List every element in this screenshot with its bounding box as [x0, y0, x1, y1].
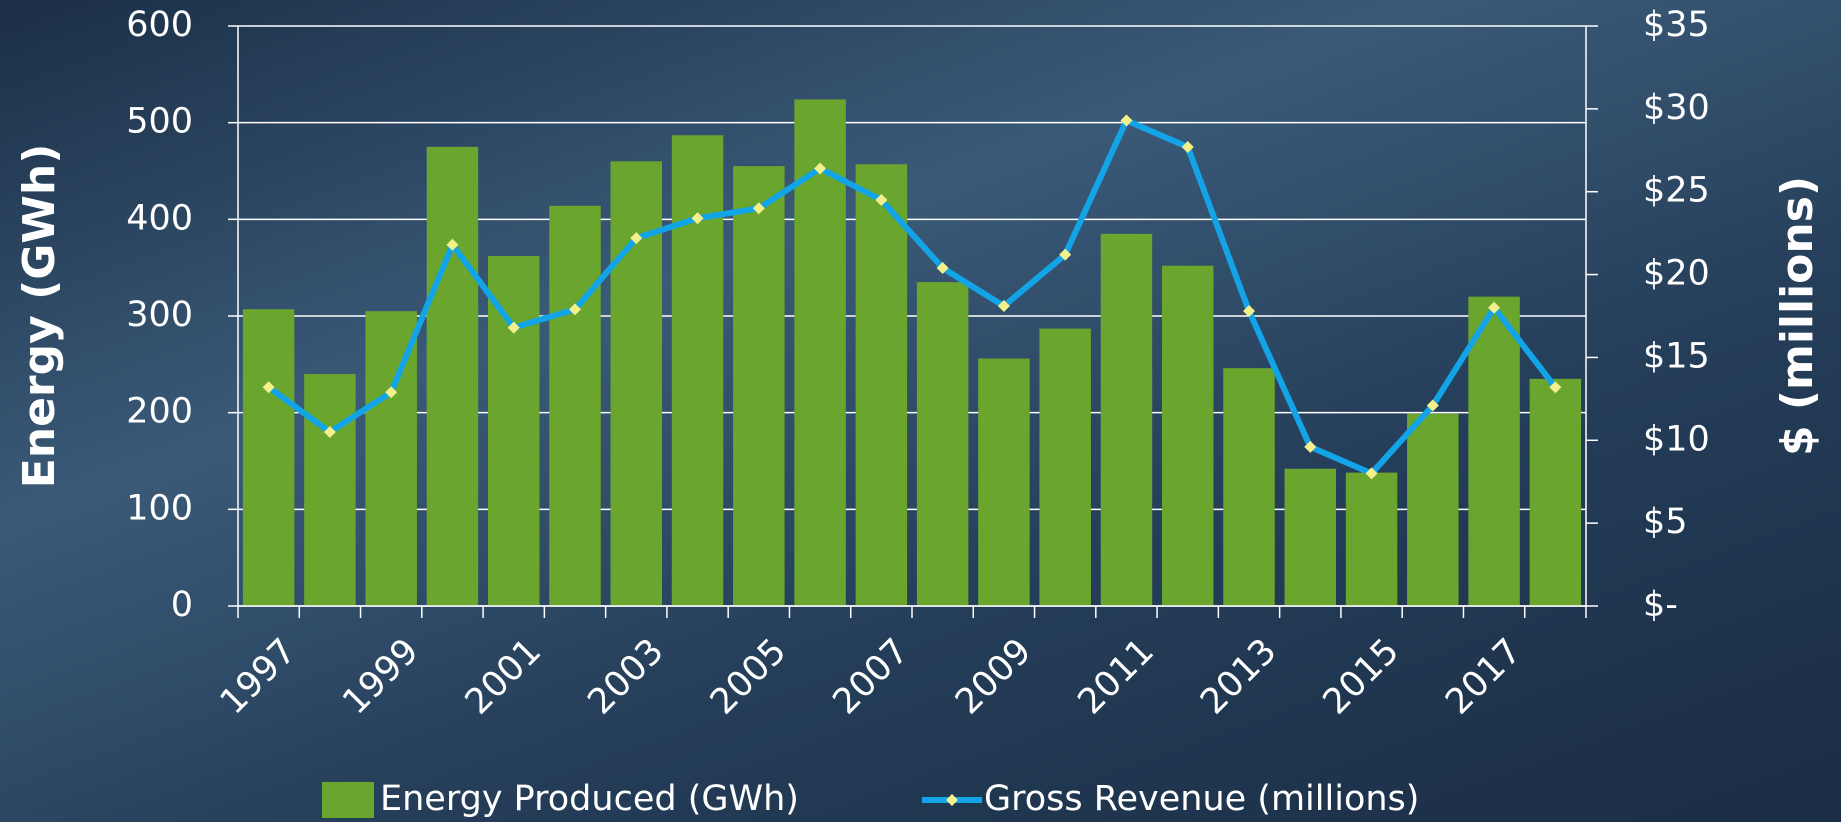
bar — [1039, 328, 1091, 606]
bar — [426, 146, 479, 607]
y2-tick-label: $10 — [1643, 419, 1710, 459]
y2-tick-label: $30 — [1643, 88, 1710, 128]
x-tick-label: 2015 — [1316, 631, 1407, 722]
bar — [855, 164, 908, 606]
bar — [304, 374, 356, 606]
marker — [1181, 140, 1194, 153]
y2-tick-label: $25 — [1643, 171, 1710, 211]
marker — [569, 303, 581, 316]
marker — [752, 202, 765, 215]
line — [266, 117, 1558, 477]
bar — [1223, 368, 1275, 606]
y-tick-label: 600 — [126, 5, 193, 45]
bar — [610, 161, 663, 607]
x-tick-label: 2013 — [1193, 631, 1284, 722]
x-tick-label: 1997 — [213, 631, 304, 722]
bar — [1100, 233, 1153, 607]
bar — [1407, 413, 1459, 606]
bar — [242, 309, 295, 606]
marker — [446, 238, 459, 251]
marker — [1304, 440, 1317, 453]
y2-tick-label: $15 — [1643, 336, 1710, 376]
bar — [1529, 378, 1582, 606]
bar — [1468, 296, 1520, 606]
legend-label: Gross Revenue (millions) — [984, 779, 1419, 819]
bar — [671, 135, 724, 606]
x-tick-label: 2003 — [580, 631, 671, 722]
y2-tick-label: $- — [1643, 585, 1678, 625]
marker — [385, 386, 398, 399]
y2-tick-label: $20 — [1643, 254, 1710, 294]
y-tick-label: 500 — [126, 102, 193, 142]
marker — [1549, 381, 1562, 394]
marker — [323, 426, 336, 438]
y-tick-label: 300 — [126, 295, 193, 335]
bar — [916, 282, 969, 606]
bar — [365, 311, 417, 606]
bar — [1161, 265, 1214, 606]
x-tick-label: 2011 — [1071, 631, 1162, 722]
marker — [1059, 248, 1072, 261]
y-tick-label: 100 — [126, 488, 193, 528]
marker — [630, 232, 643, 245]
marker — [1243, 305, 1255, 318]
marker — [1426, 399, 1439, 412]
y-tick-label: 200 — [126, 392, 193, 432]
bar — [487, 256, 540, 606]
x-tick-label: 2001 — [458, 631, 549, 722]
y2-tick-label: $35 — [1643, 5, 1710, 45]
marker — [1488, 301, 1501, 314]
y-tick-label: 400 — [126, 198, 193, 238]
bar — [1345, 472, 1398, 606]
bar — [1284, 468, 1337, 606]
legend-label: Energy Produced (GWh) — [380, 779, 799, 819]
x-tick-label: 2007 — [826, 631, 917, 722]
bar — [978, 358, 1030, 606]
bar — [733, 166, 785, 606]
y2-tick-label: $5 — [1643, 502, 1688, 542]
marker — [875, 194, 888, 206]
x-tick-label: 2005 — [703, 631, 794, 722]
marker — [936, 261, 949, 274]
legend-swatch — [946, 794, 958, 806]
marker — [997, 300, 1010, 313]
x-tick-label: 2017 — [1438, 631, 1529, 722]
marker — [1120, 114, 1133, 127]
marker — [814, 162, 827, 175]
y-axis-title: Energy (GWh) — [14, 144, 65, 489]
y-tick-label: 0 — [171, 585, 193, 625]
marker — [262, 381, 275, 394]
x-tick-label: 1999 — [335, 631, 426, 722]
y2-axis-title: $ (millions) — [1772, 176, 1823, 456]
marker — [691, 212, 704, 225]
bar — [549, 205, 601, 607]
bar — [794, 99, 846, 606]
legend-swatch — [322, 782, 374, 818]
marker — [1365, 467, 1378, 480]
x-tick-label: 2009 — [948, 631, 1039, 722]
marker — [507, 321, 520, 334]
